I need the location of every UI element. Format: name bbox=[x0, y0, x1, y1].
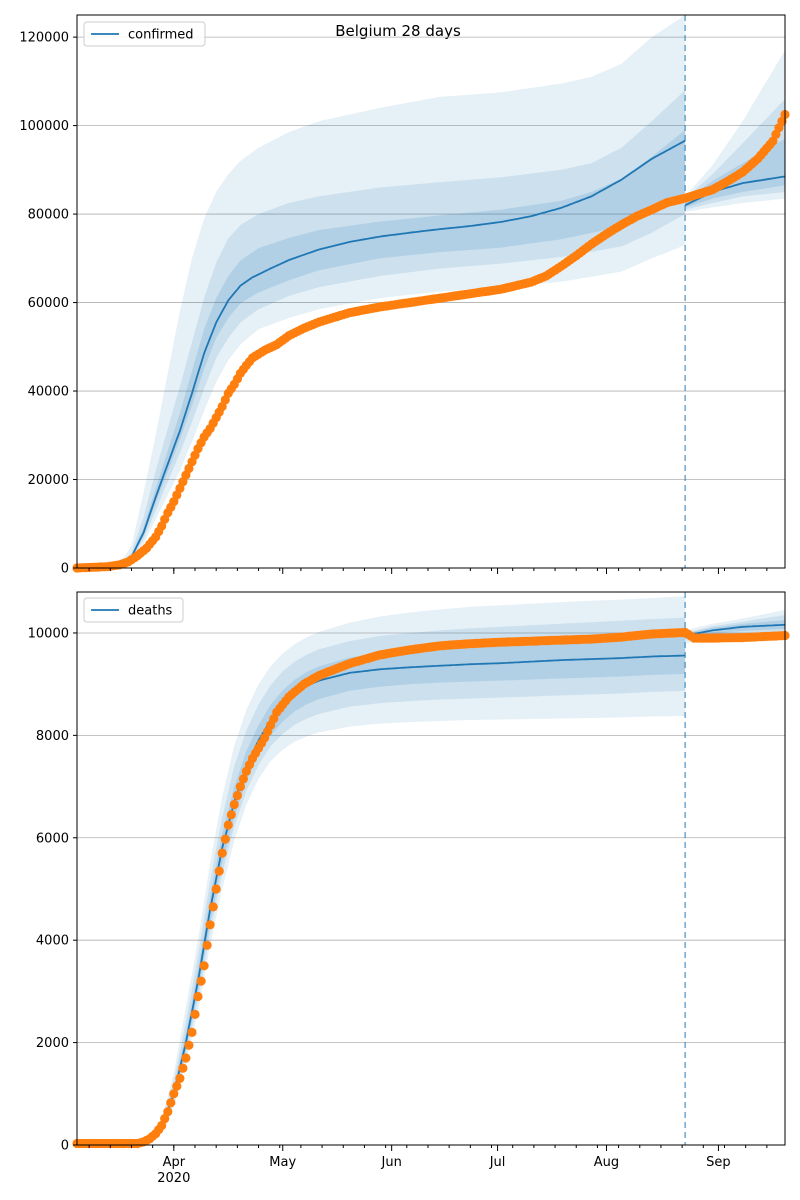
observed-point bbox=[217, 848, 227, 858]
deaths-legend: deaths bbox=[83, 597, 184, 623]
observed-point bbox=[196, 976, 206, 986]
x-year-label: 2020 bbox=[157, 1171, 190, 1186]
observed-point bbox=[232, 790, 242, 801]
observed-point bbox=[184, 1040, 194, 1050]
y-tick-label: 0 bbox=[61, 1139, 69, 1154]
deaths-axes: 0 2000 4000 6000 8000 10000 Apr May Jun Jul Aug Sep… bbox=[28, 591, 786, 1186]
observed-point bbox=[157, 1120, 167, 1131]
confirmed-observed-series bbox=[72, 109, 790, 573]
x-tick-label: Aug bbox=[594, 1155, 619, 1170]
observed-point bbox=[220, 834, 230, 844]
observed-point bbox=[172, 1081, 182, 1091]
observed-point bbox=[214, 866, 224, 876]
observed-point bbox=[160, 1114, 170, 1124]
uncertainty-band-middle bbox=[77, 90, 686, 568]
observed-point bbox=[238, 774, 248, 784]
y-tick-label: 80000 bbox=[28, 208, 69, 223]
model-line bbox=[77, 654, 686, 1146]
model-line bbox=[76, 139, 686, 569]
observed-point bbox=[193, 991, 203, 1002]
uncertainty-band-outer bbox=[77, 15, 686, 568]
observed-point bbox=[223, 820, 233, 830]
y-tick-label: 20000 bbox=[28, 473, 69, 488]
plot-frame bbox=[76, 14, 786, 569]
forecast-band-outer bbox=[685, 50, 785, 212]
y-tick-label: 10000 bbox=[28, 626, 69, 641]
x-tick-label: Jul bbox=[489, 1155, 506, 1170]
y-tick-label: 60000 bbox=[28, 296, 69, 311]
observed-point bbox=[199, 961, 209, 971]
legend-box bbox=[83, 597, 184, 623]
legend-label: deaths bbox=[128, 604, 173, 619]
confirmed-axes: 0 20000 40000 60000 80000 100000 120000 bbox=[19, 14, 786, 577]
x-tick-label: Sep bbox=[706, 1155, 731, 1170]
observed-point bbox=[166, 1098, 176, 1108]
uncertainty-band-inner bbox=[77, 130, 686, 568]
y-tick-label: 100000 bbox=[19, 119, 69, 134]
figure-title: Belgium 28 days bbox=[335, 22, 461, 40]
x-tick-label: Apr bbox=[163, 1155, 186, 1170]
legend-box bbox=[83, 21, 206, 47]
x-tick-label: Jun bbox=[381, 1155, 402, 1170]
forecast-band-middle bbox=[685, 99, 785, 210]
observed-point bbox=[190, 1009, 200, 1020]
uncertainty-band-middle bbox=[77, 617, 686, 1145]
observed-point bbox=[226, 810, 236, 820]
legend-label: confirmed bbox=[128, 28, 194, 43]
confirmed-panel: 0 20000 40000 60000 80000 100000 120000 confir… bbox=[19, 14, 790, 577]
observed-point bbox=[169, 1089, 179, 1099]
observed-point bbox=[187, 1027, 197, 1037]
observed-point bbox=[178, 1063, 188, 1073]
deaths-uncertainty-bands bbox=[77, 596, 785, 1145]
y-tick-label: 2000 bbox=[36, 1036, 69, 1051]
y-tick-label: 8000 bbox=[36, 729, 69, 744]
observed-point bbox=[208, 902, 218, 912]
y-tick-label: 0 bbox=[61, 562, 69, 577]
y-tick-label: 4000 bbox=[36, 934, 69, 949]
y-tick-label: 6000 bbox=[36, 831, 69, 846]
deaths-panel: 0 2000 4000 6000 8000 10000 Apr May Jun Jul Aug Sep… bbox=[28, 591, 790, 1186]
observed-point bbox=[235, 782, 245, 792]
observed-point bbox=[229, 799, 239, 810]
model-forecast-line bbox=[685, 623, 786, 637]
y-tick-label: 40000 bbox=[28, 385, 69, 400]
observed-point bbox=[211, 884, 221, 894]
observed-point bbox=[181, 1053, 191, 1063]
observed-point bbox=[205, 920, 215, 930]
y-tick-label: 120000 bbox=[19, 31, 69, 46]
observed-point bbox=[202, 940, 212, 950]
confirmed-legend: confirmed bbox=[83, 21, 206, 47]
observed-point bbox=[175, 1073, 185, 1083]
plot-frame bbox=[76, 591, 786, 1146]
observed-point bbox=[163, 1107, 173, 1117]
uncertainty-band-outer bbox=[77, 596, 686, 1145]
x-tick-label: May bbox=[269, 1155, 296, 1170]
deaths-observed-series bbox=[72, 627, 790, 1149]
